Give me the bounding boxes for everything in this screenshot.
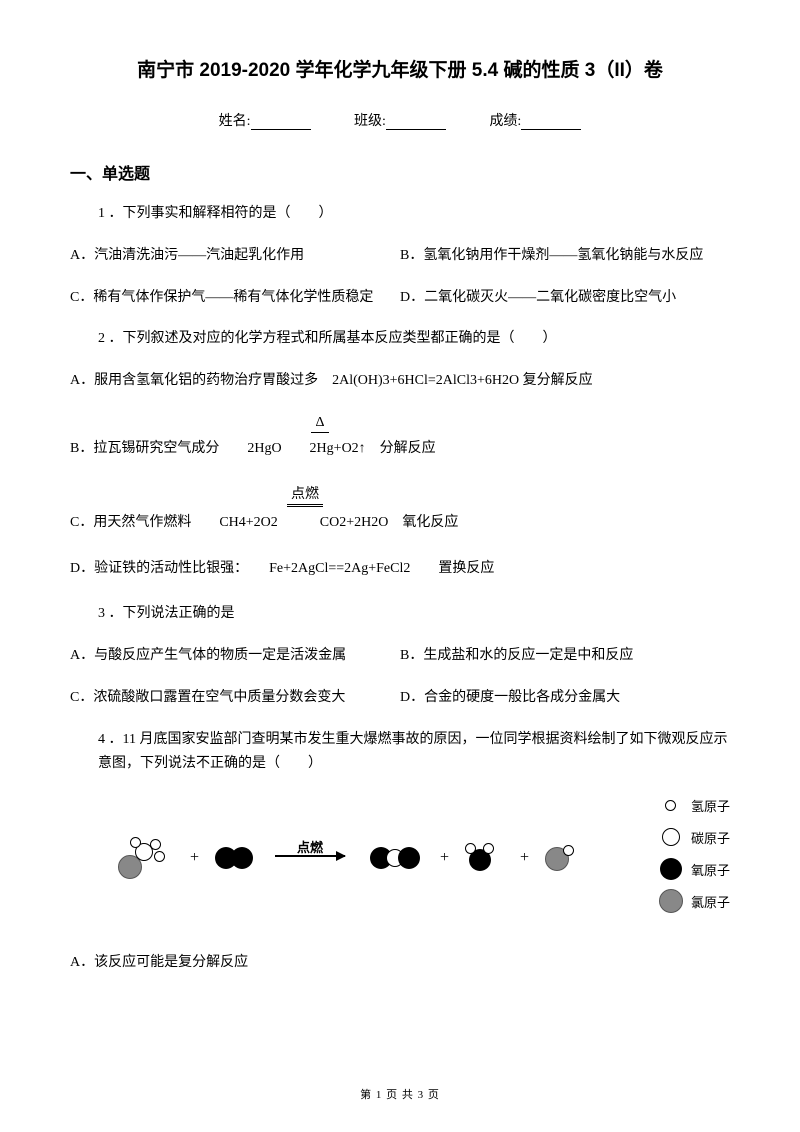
atom-legend: 氢原子 碳原子 氧原子 氯原子: [659, 793, 730, 921]
q1-row2: C．稀有气体作保护气——稀有气体化学性质稳定 D．二氧化碳灭火——二氧化碳密度比…: [70, 286, 730, 310]
q3-b: B．生成盐和水的反应一定是中和反应: [400, 644, 730, 668]
q1-row1: A．汽油清洗油污——汽油起乳化作用 B．氢氧化钠用作干燥剂——氢氧化钠能与水反应: [70, 244, 730, 268]
q1-a: A．汽油清洗油污——汽油起乳化作用: [70, 244, 400, 268]
q3-row2: C．浓硫酸敞口露置在空气中质量分数会变大 D．合金的硬度一般比各成分金属大: [70, 686, 730, 710]
form-line: 姓名: 班级: 成绩:: [70, 110, 730, 130]
q2-b: B．拉瓦锡研究空气成分 2HgO 2Hg+O2↑ 分解反应: [70, 437, 730, 461]
q3-a: A．与酸反应产生气体的物质一定是活泼金属: [70, 644, 400, 668]
q2-a: A．服用含氢氧化铝的药物治疗胃酸过多 2Al(OH)3+6HCl=2AlCl3+…: [70, 369, 730, 393]
q3-stem: 3 ．下列说法正确的是: [98, 602, 730, 626]
q3-row1: A．与酸反应产生气体的物质一定是活泼金属 B．生成盐和水的反应一定是中和反应: [70, 644, 730, 668]
reaction-arrow: 点燃: [275, 855, 345, 857]
reaction-diagram: + 点燃 + + 氢原子 碳原子: [70, 793, 730, 933]
page-title: 南宁市 2019-2020 学年化学九年级下册 5.4 碱的性质 3（II）卷: [70, 55, 730, 82]
q4-stem: 4 ．11 月底国家安监部门查明某市发生重大爆燃事故的原因，一位同学根据资料绘制…: [98, 728, 730, 776]
q3-c: C．浓硫酸敞口露置在空气中质量分数会变大: [70, 686, 400, 710]
arrow-label: 点燃: [275, 837, 345, 856]
q2-c: C．用天然气作燃料 CH4+2O2 CO2+2H2O 氧化反应: [70, 511, 730, 535]
score-label: 成绩:: [489, 114, 521, 129]
section-heading: 一、单选题: [70, 160, 730, 184]
legend-cl: 氯原子: [659, 889, 730, 913]
name-blank[interactable]: [251, 116, 311, 130]
q2-c-anno: 点燃: [0, 483, 730, 507]
q2-d: D．验证铁的活动性比银强： Fe+2AgCl==2Ag+FeCl2 置换反应: [70, 557, 730, 581]
page-footer: 第 1 页 共 3 页: [0, 1086, 800, 1102]
q1-d: D．二氧化碳灭火——二氧化碳密度比空气小: [400, 286, 730, 310]
q2-stem: 2 ．下列叙述及对应的化学方程式和所属基本反应类型都正确的是（ ）: [98, 327, 730, 351]
legend-o: 氧原子: [659, 857, 730, 881]
class-label: 班级:: [354, 114, 386, 129]
plus-1: +: [190, 849, 199, 867]
q3-d: D．合金的硬度一般比各成分金属大: [400, 686, 730, 710]
plus-3: +: [520, 849, 529, 867]
q1-stem: 1 ．下列事实和解释相符的是（ ）: [98, 202, 730, 226]
legend-h: 氢原子: [659, 793, 730, 817]
q1-b: B．氢氧化钠用作干燥剂——氢氧化钠能与水反应: [400, 244, 730, 268]
q2-b-anno: Δ: [0, 415, 730, 433]
score-blank[interactable]: [521, 116, 581, 130]
name-label: 姓名:: [219, 114, 251, 129]
plus-2: +: [440, 849, 449, 867]
q1-c: C．稀有气体作保护气——稀有气体化学性质稳定: [70, 286, 400, 310]
class-blank[interactable]: [386, 116, 446, 130]
legend-c: 碳原子: [659, 825, 730, 849]
q4-a: A．该反应可能是复分解反应: [70, 951, 730, 975]
